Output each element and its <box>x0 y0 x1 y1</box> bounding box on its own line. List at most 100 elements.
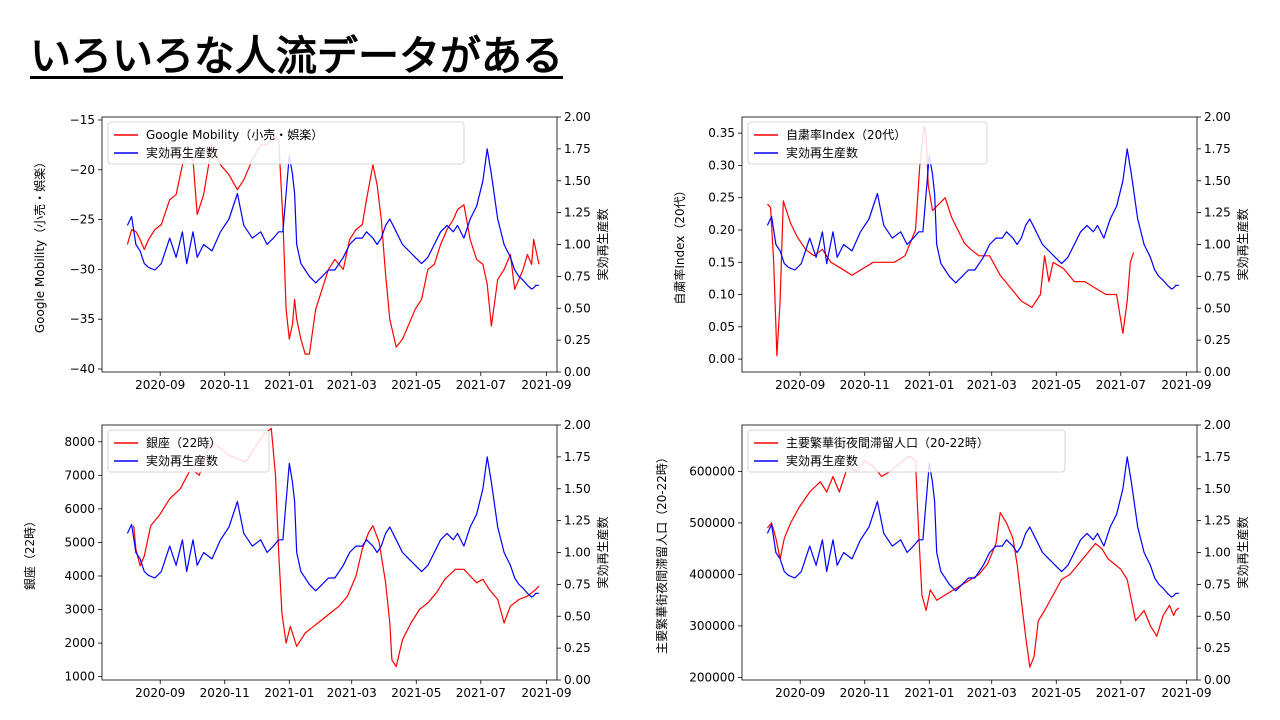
right-tick-label: 2.00 <box>564 110 591 124</box>
left-tick-label: 7000 <box>64 468 95 482</box>
x-tick-label: 2020-09 <box>775 686 825 700</box>
right-axis-label: 実効再生産数 <box>595 208 610 280</box>
x-tick-label: 2021-05 <box>391 686 441 700</box>
left-tick-label: −25 <box>70 213 95 227</box>
right-tick-label: 0.00 <box>564 365 591 379</box>
legend-box <box>107 429 270 473</box>
right-axis-label: 実効再生産数 <box>1235 516 1250 588</box>
x-tick-label: 2021-09 <box>1161 686 1211 700</box>
right-tick-label: 0.50 <box>1204 609 1231 623</box>
right-tick-label: 1.75 <box>1204 450 1231 464</box>
legend-label: Google Mobility（小売・娯楽） <box>146 127 323 142</box>
right-tick-label: 1.50 <box>564 482 591 496</box>
left-tick-label: 0.25 <box>708 191 735 205</box>
right-tick-label: 2.00 <box>1204 110 1231 124</box>
legend: 銀座（22時） 実効再生産数 <box>107 429 270 473</box>
legend: Google Mobility（小売・娯楽） 実効再生産数 <box>107 121 465 165</box>
left-tick-label: 600000 <box>689 464 735 478</box>
chart-google-mobility: 2020-09 2020-11 2021-01 2021-03 2021-05 2021-… <box>32 110 610 392</box>
right-tick-label: 1.25 <box>564 514 591 528</box>
left-tick-label: −20 <box>70 163 95 177</box>
left-tick-label: 8000 <box>64 435 95 449</box>
right-tick-label: 0.00 <box>1204 673 1231 687</box>
x-tick-label: 2021-03 <box>327 378 377 392</box>
legend-label: 実効再生産数 <box>786 453 858 468</box>
right-tick-label: 0.00 <box>564 673 591 687</box>
left-tick-label: 1000 <box>64 670 95 684</box>
right-tick-label: 0.25 <box>1204 333 1231 347</box>
right-tick-label: 0.50 <box>564 609 591 623</box>
right-tick-label: 2.00 <box>1204 418 1231 432</box>
right-tick-label: 0.25 <box>1204 641 1231 655</box>
x-tick-label: 2021-09 <box>1161 378 1211 392</box>
left-axis-label: 自粛率Index（20代） <box>672 184 687 304</box>
legend-label: 実効再生産数 <box>146 145 218 160</box>
chart-ginza: 2020-09 2020-11 2021-01 2021-03 2021-05 2021-… <box>22 418 610 700</box>
series-right-line <box>126 456 539 598</box>
left-tick-label: −40 <box>70 362 95 376</box>
left-tick-label: 0.15 <box>708 255 735 269</box>
left-tick-label: −15 <box>70 113 95 127</box>
legend-box <box>747 121 988 165</box>
x-tick-label: 2020-09 <box>775 378 825 392</box>
right-tick-label: 0.75 <box>1204 577 1231 591</box>
left-tick-label: −35 <box>70 312 95 326</box>
left-tick-label: 300000 <box>689 619 735 633</box>
x-tick-label: 2021-05 <box>391 378 441 392</box>
legend-label: 実効再生産数 <box>146 453 218 468</box>
right-axis-label: 実効再生産数 <box>595 516 610 588</box>
series-right-line <box>766 456 1179 598</box>
legend-label: 自粛率Index（20代） <box>786 127 906 142</box>
x-tick-label: 2020-09 <box>135 686 185 700</box>
legend-label: 主要繁華街夜間滞留人口（20-22時） <box>786 435 989 450</box>
right-tick-label: 1.25 <box>1204 206 1231 220</box>
left-tick-label: 400000 <box>689 567 735 581</box>
right-tick-label: 1.00 <box>564 546 591 560</box>
x-tick-label: 2020-11 <box>200 686 250 700</box>
right-tick-label: 0.25 <box>564 333 591 347</box>
x-tick-label: 2020-09 <box>135 378 185 392</box>
legend-label: 銀座（22時） <box>146 435 221 450</box>
slide-title: いろいろな人流データがある <box>30 32 563 80</box>
right-tick-label: 2.00 <box>564 418 591 432</box>
x-tick-label: 2021-09 <box>521 686 571 700</box>
legend: 自粛率Index（20代） 実効再生産数 <box>747 121 988 165</box>
x-tick-label: 2021-07 <box>456 686 506 700</box>
x-tick-label: 2021-01 <box>904 686 954 700</box>
x-tick-label: 2021-07 <box>456 378 506 392</box>
left-tick-label: −30 <box>70 262 95 276</box>
left-tick-label: 5000 <box>64 535 95 549</box>
x-tick-label: 2021-07 <box>1096 378 1146 392</box>
legend-box <box>107 121 465 165</box>
right-tick-label: 0.75 <box>564 269 591 283</box>
right-tick-label: 0.50 <box>1204 301 1231 315</box>
chart-jishuku-index: 2020-09 2020-11 2021-01 2021-03 2021-05 2021-… <box>672 110 1250 392</box>
series-right-line <box>766 148 1179 290</box>
x-tick-label: 2021-07 <box>1096 686 1146 700</box>
right-tick-label: 0.75 <box>1204 269 1231 283</box>
right-tick-label: 1.00 <box>1204 238 1231 252</box>
right-axis-label: 実効再生産数 <box>1235 208 1250 280</box>
x-tick-label: 2021-05 <box>1031 378 1081 392</box>
right-tick-label: 1.50 <box>1204 174 1231 188</box>
right-tick-label: 1.75 <box>564 142 591 156</box>
x-tick-label: 2021-01 <box>904 378 954 392</box>
left-tick-label: 3000 <box>64 603 95 617</box>
series-left-line <box>766 455 1180 668</box>
right-tick-label: 1.25 <box>1204 514 1231 528</box>
right-tick-label: 1.75 <box>1204 142 1231 156</box>
left-tick-label: 0.30 <box>708 158 735 172</box>
right-tick-label: 1.50 <box>1204 482 1231 496</box>
left-axis-label: 主要繁華街夜間滞留人口（20-22時） <box>654 451 669 654</box>
left-tick-label: 2000 <box>64 636 95 650</box>
right-tick-label: 0.25 <box>564 641 591 655</box>
right-tick-label: 1.50 <box>564 174 591 188</box>
left-tick-label: 6000 <box>64 502 95 516</box>
right-tick-label: 1.75 <box>564 450 591 464</box>
right-tick-label: 0.75 <box>564 577 591 591</box>
x-tick-label: 2021-01 <box>264 686 314 700</box>
x-tick-label: 2021-05 <box>1031 686 1081 700</box>
right-tick-label: 0.00 <box>1204 365 1231 379</box>
x-tick-label: 2020-11 <box>840 378 890 392</box>
right-tick-label: 1.00 <box>564 238 591 252</box>
